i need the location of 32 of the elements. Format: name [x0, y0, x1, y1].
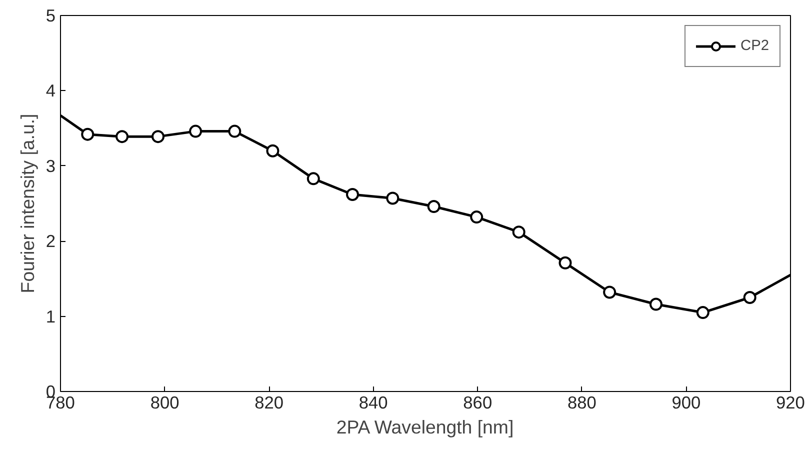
x-tick-label: 880	[567, 392, 596, 412]
y-tick-label: 5	[46, 6, 56, 26]
point	[189, 124, 202, 138]
x-tick-label: 860	[463, 392, 492, 412]
point	[427, 200, 440, 213]
y-tick-label: 3	[46, 156, 56, 176]
point	[743, 291, 756, 304]
point	[696, 306, 710, 320]
y-tick-label: 2	[46, 231, 56, 252]
point	[346, 188, 359, 201]
point	[81, 128, 94, 141]
x-tick-label: 820	[254, 392, 284, 412]
point	[306, 172, 320, 186]
y-tick-label: 4	[46, 80, 56, 101]
point	[386, 192, 400, 205]
point	[512, 226, 526, 239]
x-tick-label: 920	[776, 392, 805, 412]
legend-label: CP2	[740, 38, 769, 54]
point	[558, 256, 572, 270]
x-tick-label: 800	[150, 392, 180, 412]
point	[470, 210, 484, 224]
x-tick-label: 840	[358, 392, 388, 412]
y-tick-label: 1	[46, 306, 56, 326]
point	[649, 298, 662, 311]
point	[603, 286, 616, 299]
point	[116, 130, 129, 144]
point	[152, 130, 165, 144]
x-tick-label: 900	[672, 392, 701, 412]
point	[228, 124, 242, 138]
point	[266, 144, 280, 158]
y-axis-title: Fourier intensity [a.u.]	[16, 114, 38, 294]
x-axis-title: 2PA Wavelength [nm]	[336, 416, 514, 438]
